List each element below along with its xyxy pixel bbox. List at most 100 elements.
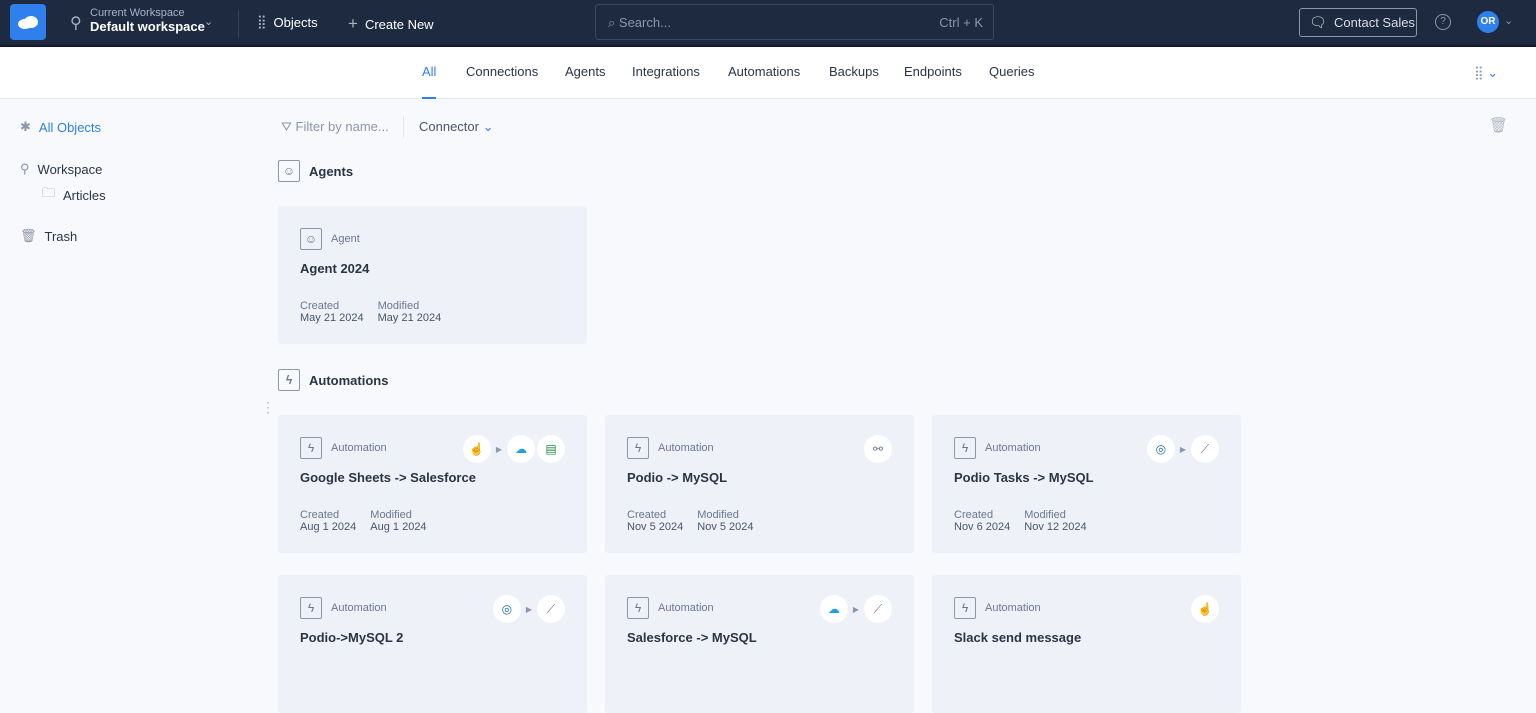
connector-icons: ◎ ▶ ⟋ bbox=[492, 595, 565, 623]
create-new-button[interactable]: + Create New bbox=[348, 14, 434, 34]
grid-view-icon: ⣿ bbox=[1474, 65, 1484, 80]
modified-date: Nov 12 2024 bbox=[1024, 521, 1087, 533]
mysql-icon: ⟋ bbox=[864, 595, 892, 623]
app-logo[interactable] bbox=[10, 4, 46, 40]
created-date: Nov 5 2024 bbox=[627, 521, 684, 533]
lightning-icon: ϟ bbox=[954, 437, 976, 459]
card-type-label: Automation bbox=[985, 442, 1041, 454]
view-switcher[interactable]: ⣿ ⌄ bbox=[1474, 65, 1498, 81]
modified-label: Modified bbox=[697, 509, 739, 521]
connector-icons: ☝ ▶ ☁ ▤ bbox=[462, 435, 565, 463]
drag-handle-icon[interactable]: · · · bbox=[266, 395, 270, 419]
card-dates: Created Aug 1 2024 Modified Aug 1 2024 bbox=[300, 509, 427, 533]
lightning-icon: ϟ bbox=[627, 437, 649, 459]
grid-icon: ⣿ bbox=[257, 14, 267, 29]
card-type-label: Automation bbox=[985, 602, 1041, 614]
chevron-down-icon: ⌄ bbox=[204, 16, 214, 28]
tab-all[interactable]: All bbox=[422, 64, 437, 99]
card-type-label: Automation bbox=[658, 602, 714, 614]
webhook-icon: ⚯ bbox=[864, 435, 892, 463]
card-name: Agent 2024 bbox=[300, 261, 370, 276]
lightning-icon: ϟ bbox=[300, 597, 322, 619]
card-name: Salesforce -> MySQL bbox=[627, 630, 757, 645]
card-type-label: Automation bbox=[331, 442, 387, 454]
created-date: Aug 1 2024 bbox=[300, 521, 357, 533]
connector-icons: ◎ ▶ ⟋ bbox=[1146, 435, 1219, 463]
search-placeholder: Search... bbox=[618, 15, 671, 30]
tab-agents[interactable]: Agents bbox=[565, 64, 606, 79]
connector-icons: ☁ ▶ ⟋ bbox=[819, 595, 892, 623]
card-type: ☺ Agent bbox=[300, 228, 360, 250]
card-type-label: Automation bbox=[331, 602, 387, 614]
sidebar-item-articles[interactable]: 🗀 Articles bbox=[42, 184, 106, 206]
object-card[interactable]: ϟ Automation Google Sheets -> Salesforce Cr… bbox=[278, 415, 587, 553]
chevron-down-icon: ⌄ bbox=[482, 119, 494, 134]
connector-dropdown[interactable]: Connector ⌄ bbox=[419, 119, 494, 135]
trash-icon[interactable]: 🗑 bbox=[1489, 117, 1509, 134]
tab-integrations[interactable]: Integrations bbox=[632, 64, 700, 79]
contact-sales-button[interactable]: 🗨 Contact Sales bbox=[1299, 8, 1417, 37]
card-name: Slack send message bbox=[954, 630, 1082, 645]
help-icon[interactable]: ? bbox=[1435, 14, 1451, 30]
trash-icon: 🗑 bbox=[20, 228, 37, 243]
search-input[interactable]: ⌕ Search... Ctrl + K bbox=[595, 4, 994, 40]
object-card[interactable]: ϟ Automation Slack send message ☝ bbox=[932, 575, 1241, 713]
tab-queries[interactable]: Queries bbox=[989, 64, 1035, 79]
modified-label: Modified bbox=[1024, 509, 1066, 521]
search-icon: ⌕ bbox=[608, 15, 616, 30]
filter-input[interactable]: ⛛ Filter by name... bbox=[281, 119, 389, 135]
object-card[interactable]: ϟ Automation Podio -> MySQL Created Nov 5 20… bbox=[605, 415, 914, 553]
sidebar-label: All Objects bbox=[38, 119, 102, 135]
card-dates: Created Nov 6 2024 Modified Nov 12 2024 bbox=[954, 509, 1087, 533]
card-name: Podio Tasks -> MySQL bbox=[954, 470, 1094, 485]
workspace-selector[interactable]: ⚲ Current Workspace Default workspace ⌄ bbox=[70, 7, 213, 34]
tab-connections[interactable]: Connections bbox=[466, 64, 539, 79]
section-header: ϟ Automations bbox=[278, 369, 388, 391]
tab-bar: ⣿ ⌄ All Connections Agents Integrations Auto… bbox=[0, 47, 1536, 99]
sidebar-item-all-objects[interactable]: ✱ All Objects bbox=[20, 119, 101, 135]
sidebar-item-workspace[interactable]: ⚲ Workspace bbox=[20, 161, 102, 177]
asterisk-icon: ✱ bbox=[20, 119, 31, 134]
arrow-right-icon: ▶ bbox=[495, 444, 502, 454]
salesforce-icon: ☁ bbox=[507, 435, 535, 463]
tab-backups[interactable]: Backups bbox=[829, 64, 879, 79]
tab-endpoints[interactable]: Endpoints bbox=[904, 64, 962, 79]
card-type: ϟ Automation bbox=[300, 597, 387, 619]
top-bar: ⚲ Current Workspace Default workspace ⌄ … bbox=[0, 0, 1536, 47]
object-card[interactable]: ϟ Automation Salesforce -> MySQL ☁ ▶ ⟋ bbox=[605, 575, 914, 713]
created-info: Created Nov 5 2024 bbox=[627, 509, 683, 533]
avatar[interactable]: OR bbox=[1477, 11, 1499, 33]
connector-label: Connector bbox=[419, 119, 479, 134]
card-name: Podio->MySQL 2 bbox=[300, 630, 404, 645]
section-title: Agents bbox=[309, 163, 354, 179]
card-type: ϟ Automation bbox=[954, 437, 1041, 459]
lightning-icon: ϟ bbox=[300, 437, 322, 459]
section-header: ☺ Agents bbox=[278, 160, 353, 182]
object-card[interactable]: ☺ Agent Agent 2024 Created May 21 2024 Modifi… bbox=[278, 206, 587, 344]
lightning-icon: ϟ bbox=[627, 597, 649, 619]
created-info: Created Nov 6 2024 bbox=[954, 509, 1010, 533]
modified-label: Modified bbox=[370, 509, 412, 521]
chevron-down-icon[interactable]: ⌄ bbox=[1504, 15, 1514, 27]
objects-button[interactable]: ⣿ Objects bbox=[257, 14, 318, 30]
chevron-down-icon: ⌄ bbox=[1487, 65, 1499, 80]
modified-date: Aug 1 2024 bbox=[370, 521, 427, 533]
object-card[interactable]: ϟ Automation Podio->MySQL 2 ◎ ▶ ⟋ bbox=[278, 575, 587, 713]
agent-icon: ☺ bbox=[278, 160, 300, 182]
chat-icon: 🗨 bbox=[1309, 14, 1327, 30]
section-title: Automations bbox=[309, 372, 389, 388]
arrow-right-icon: ▶ bbox=[852, 604, 859, 614]
tab-automations[interactable]: Automations bbox=[728, 64, 801, 79]
mysql-icon: ⟋ bbox=[537, 595, 565, 623]
created-label: Created bbox=[627, 509, 667, 521]
arrow-right-icon: ▶ bbox=[525, 604, 532, 614]
created-date: May 21 2024 bbox=[300, 312, 364, 324]
object-card[interactable]: ϟ Automation Podio Tasks -> MySQL Created No… bbox=[932, 415, 1241, 553]
created-date: Nov 6 2024 bbox=[954, 521, 1011, 533]
cloud-icon bbox=[18, 16, 38, 29]
agent-icon: ☺ bbox=[300, 228, 322, 250]
sidebar-item-trash[interactable]: 🗑 Trash bbox=[20, 228, 77, 244]
create-label: Create New bbox=[364, 16, 434, 32]
objects-label: Objects bbox=[273, 14, 318, 30]
modified-info: Modified Nov 5 2024 bbox=[697, 509, 753, 533]
